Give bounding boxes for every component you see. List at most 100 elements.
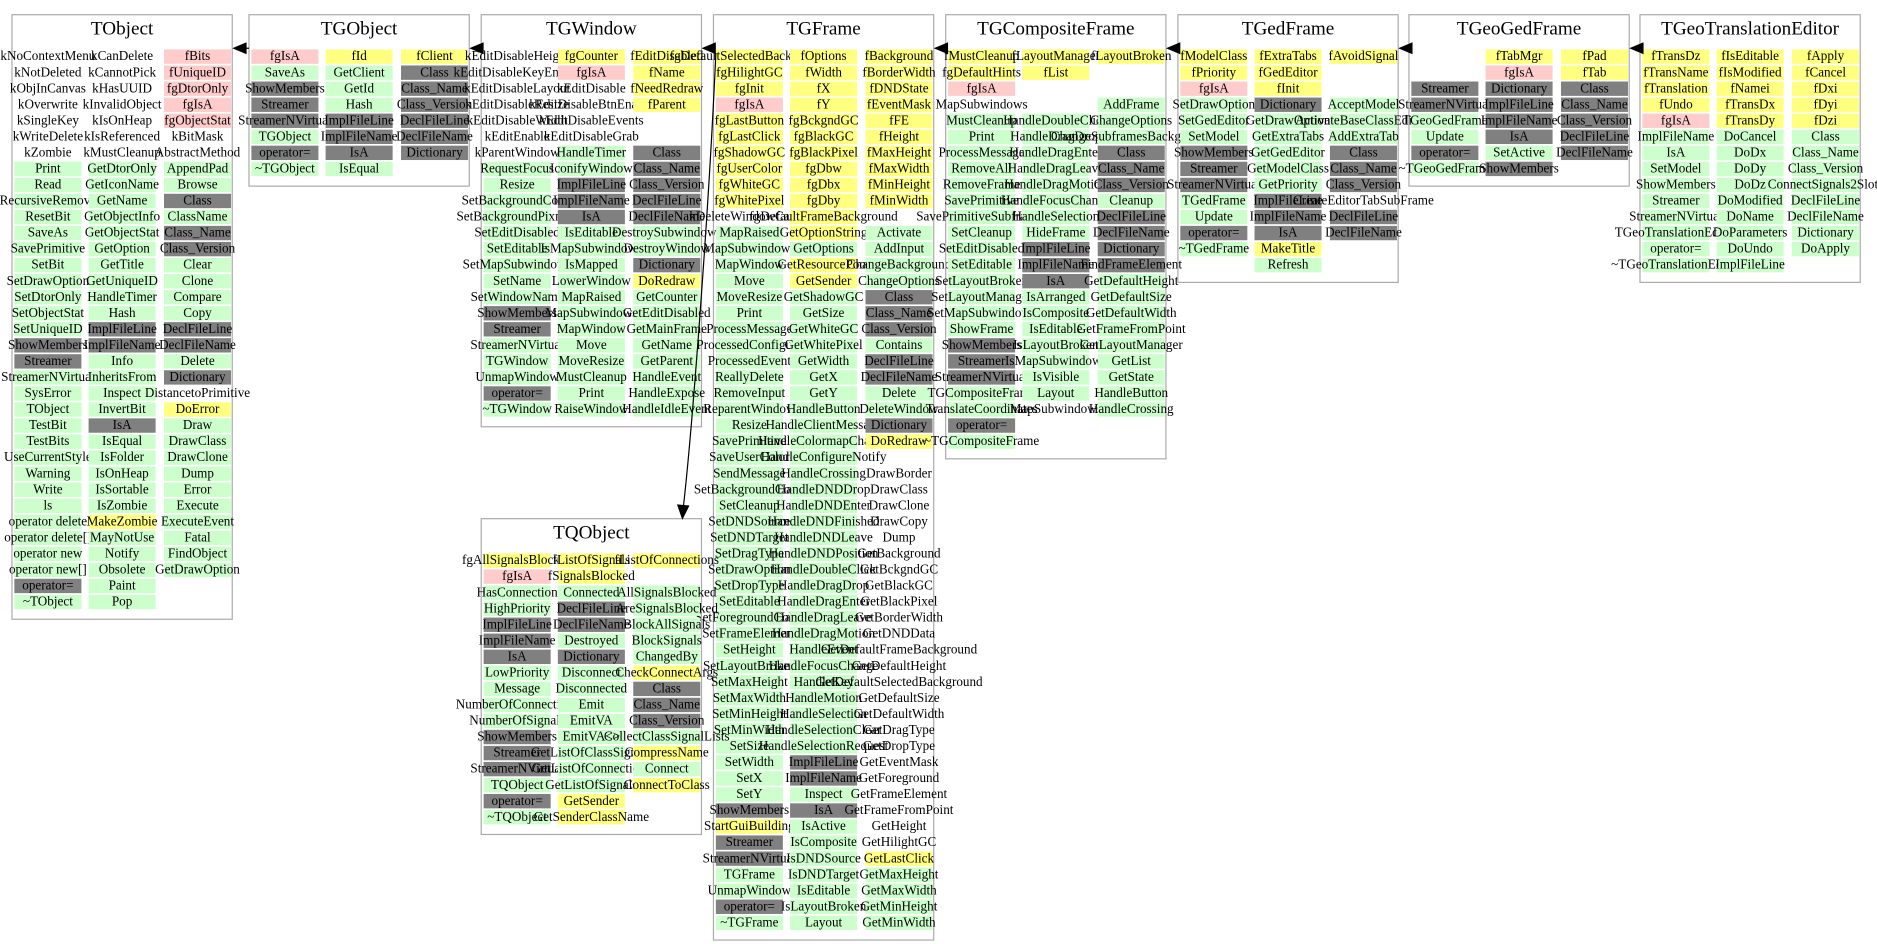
member-label: HandleTimer — [87, 289, 157, 304]
member-cell — [1411, 145, 1479, 161]
member-cell — [790, 723, 858, 738]
member-cell — [88, 450, 156, 465]
member-cell — [1180, 113, 1248, 128]
member-cell — [865, 883, 933, 898]
member-cell — [163, 306, 232, 321]
member-label: operator= — [724, 898, 775, 913]
member-cell — [14, 209, 82, 225]
member-cell — [1180, 241, 1248, 257]
member-label: HasConnection — [477, 584, 559, 599]
member-label: fEditDisabled — [630, 48, 703, 63]
member-label: SetBackgroundPixmap — [456, 209, 578, 224]
member-label: fListOfConnections — [615, 552, 720, 567]
member-cell — [557, 697, 625, 713]
member-label: RequestFocus — [480, 161, 554, 176]
member-cell — [557, 193, 625, 209]
member-label: fPriority — [1192, 64, 1237, 79]
member-cell — [715, 466, 783, 481]
member-cell — [557, 665, 625, 681]
member-label: GetOption — [94, 241, 150, 256]
member-label: ChangeSubframesBackground — [1051, 128, 1212, 143]
member-label: MoveResize — [716, 289, 782, 304]
member-label: MapRaised — [561, 289, 621, 304]
member-label: SetEditable — [487, 241, 548, 256]
member-cell — [325, 65, 393, 80]
member-cell — [633, 713, 701, 729]
member-cell — [715, 787, 783, 802]
member-label: fIsEditable — [1721, 48, 1779, 63]
member-cell — [1485, 129, 1553, 145]
member-cell — [1254, 49, 1322, 64]
member-label: Notify — [105, 545, 140, 560]
member-label: IsFolder — [100, 449, 144, 464]
member-label: Copy — [183, 305, 212, 320]
member-label: TestBits — [26, 433, 69, 448]
member-cell — [163, 354, 232, 369]
member-label: GetShadowGC — [784, 289, 864, 304]
member-cell — [865, 177, 933, 193]
member-cell — [1097, 193, 1165, 209]
member-label: Class_Version — [1326, 177, 1402, 192]
member-label: SetName — [493, 273, 541, 288]
member-cell — [1411, 81, 1479, 96]
member-cell — [1329, 161, 1397, 177]
member-label: operator= — [956, 417, 1007, 432]
member-cell — [865, 49, 933, 64]
member-cell — [790, 803, 858, 818]
member-label: HandleEvent — [789, 642, 858, 657]
member-cell — [14, 578, 82, 594]
member-cell — [14, 466, 82, 481]
member-label: ReallyDelete — [715, 369, 784, 384]
member-cell — [88, 530, 156, 546]
member-cell — [790, 642, 858, 658]
member-cell — [163, 161, 232, 177]
member-cell — [790, 466, 858, 481]
member-cell — [1097, 370, 1165, 385]
member-label: GetClient — [334, 64, 385, 79]
member-cell — [715, 851, 783, 866]
member-label: HandleDragLeave — [775, 610, 872, 625]
member-cell — [401, 65, 469, 80]
member-label: DrawCopy — [870, 513, 928, 528]
member-label: RecursiveRemove — [0, 193, 96, 208]
member-label: fgWhitePixel — [714, 193, 784, 208]
member-cell — [1716, 177, 1784, 193]
member-label: Print — [969, 128, 995, 143]
member-cell — [483, 354, 551, 369]
member-cell — [715, 354, 783, 369]
member-label: operator new — [13, 545, 83, 560]
member-label: ProcessMessage — [938, 144, 1024, 159]
member-label: fUndo — [1659, 96, 1693, 111]
member-cell — [1792, 113, 1860, 128]
member-label: GetBackground — [857, 545, 941, 560]
member-cell — [557, 777, 625, 793]
member-cell — [865, 129, 933, 145]
member-label: ProcessedEvent — [708, 353, 792, 368]
member-label: SaveUserColor — [709, 449, 790, 464]
member-label: fgDefaultSelectedBackground — [670, 48, 830, 63]
member-label: Fatal — [184, 529, 211, 544]
member-cell — [325, 81, 393, 96]
member-label: HandleButton — [1094, 385, 1168, 400]
member-cell — [483, 777, 551, 793]
member-label: Class_Name — [866, 305, 933, 320]
member-cell — [1022, 241, 1090, 257]
arrow-head — [676, 504, 690, 520]
arrow-head — [232, 42, 247, 55]
member-cell — [1642, 177, 1710, 193]
member-cell — [1097, 113, 1165, 128]
member-cell — [557, 225, 625, 241]
member-cell — [1097, 129, 1165, 145]
member-label: HandleDNDEnter — [776, 497, 872, 512]
member-cell — [715, 562, 783, 578]
member-cell — [14, 594, 82, 610]
member-cell — [1022, 274, 1090, 289]
member-cell — [14, 530, 82, 546]
member-cell — [715, 755, 783, 770]
member-label: ExecuteEvent — [161, 513, 234, 528]
member-label: fBorderWidth — [862, 64, 936, 79]
member-label: fgIsA — [734, 96, 764, 111]
member-cell — [88, 177, 156, 193]
member-cell — [1097, 290, 1165, 305]
member-cell — [1022, 322, 1090, 337]
